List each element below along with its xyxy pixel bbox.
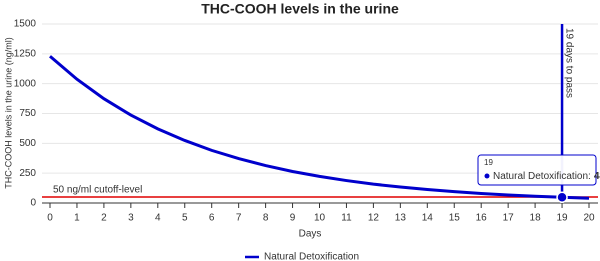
tooltip-box xyxy=(477,154,597,186)
x-tick-label: 19 xyxy=(556,213,568,224)
legend-label: Natural Detoxification xyxy=(264,252,359,261)
hover-point xyxy=(556,191,568,204)
y-tick-label: 1250 xyxy=(14,48,37,59)
tooltip-dot xyxy=(484,173,490,179)
x-tick-label: 20 xyxy=(583,213,595,224)
x-tick-label: 9 xyxy=(290,213,296,224)
tooltip-text: Natural Detoxification:48 xyxy=(493,171,600,182)
x-tick-label: 16 xyxy=(476,213,488,224)
chart-title: THC-COOH levels in the urine xyxy=(201,1,399,17)
x-tick-label: 5 xyxy=(182,213,188,224)
x-tick-label: 4 xyxy=(155,213,161,224)
x-tick-label: 0 xyxy=(47,213,53,224)
tooltip-value: 48 xyxy=(594,171,600,182)
y-tick-label: 0 xyxy=(30,198,36,209)
threshold-label: 50 ng/ml cutoff-level xyxy=(53,185,142,196)
x-tick-label: 14 xyxy=(422,213,434,224)
y-tick-label: 1500 xyxy=(14,19,37,30)
x-tick-label: 3 xyxy=(128,213,134,224)
y-tick-label: 1000 xyxy=(14,78,37,89)
y-tick-label: 500 xyxy=(19,138,36,149)
x-tick-label: 12 xyxy=(368,213,380,224)
x-tick-label: 18 xyxy=(530,213,542,224)
x-tick-label: 6 xyxy=(209,213,215,224)
x-tick-label: 10 xyxy=(314,213,326,224)
y-axis-label: THC-COOH levels in the urine (ng/ml) xyxy=(3,37,13,189)
x-tick-label: 1 xyxy=(74,213,80,224)
x-tick-label: 8 xyxy=(263,213,269,224)
marker-label: 19 days to pass xyxy=(563,28,574,98)
series-line xyxy=(49,55,590,200)
x-tick-label: 11 xyxy=(341,213,352,224)
y-tick-label: 250 xyxy=(19,168,36,179)
tooltip-title: 19 xyxy=(484,158,493,167)
x-tick-label: 15 xyxy=(449,213,461,224)
x-tick-label: 7 xyxy=(236,213,242,224)
x-tick-label: 17 xyxy=(503,213,515,224)
x-axis-label: Days xyxy=(299,229,322,240)
x-tick-label: 2 xyxy=(101,213,107,224)
tooltip-label: Natural Detoxification: xyxy=(493,171,591,182)
x-tick-label: 13 xyxy=(395,213,407,224)
y-tick-label: 750 xyxy=(19,108,36,119)
